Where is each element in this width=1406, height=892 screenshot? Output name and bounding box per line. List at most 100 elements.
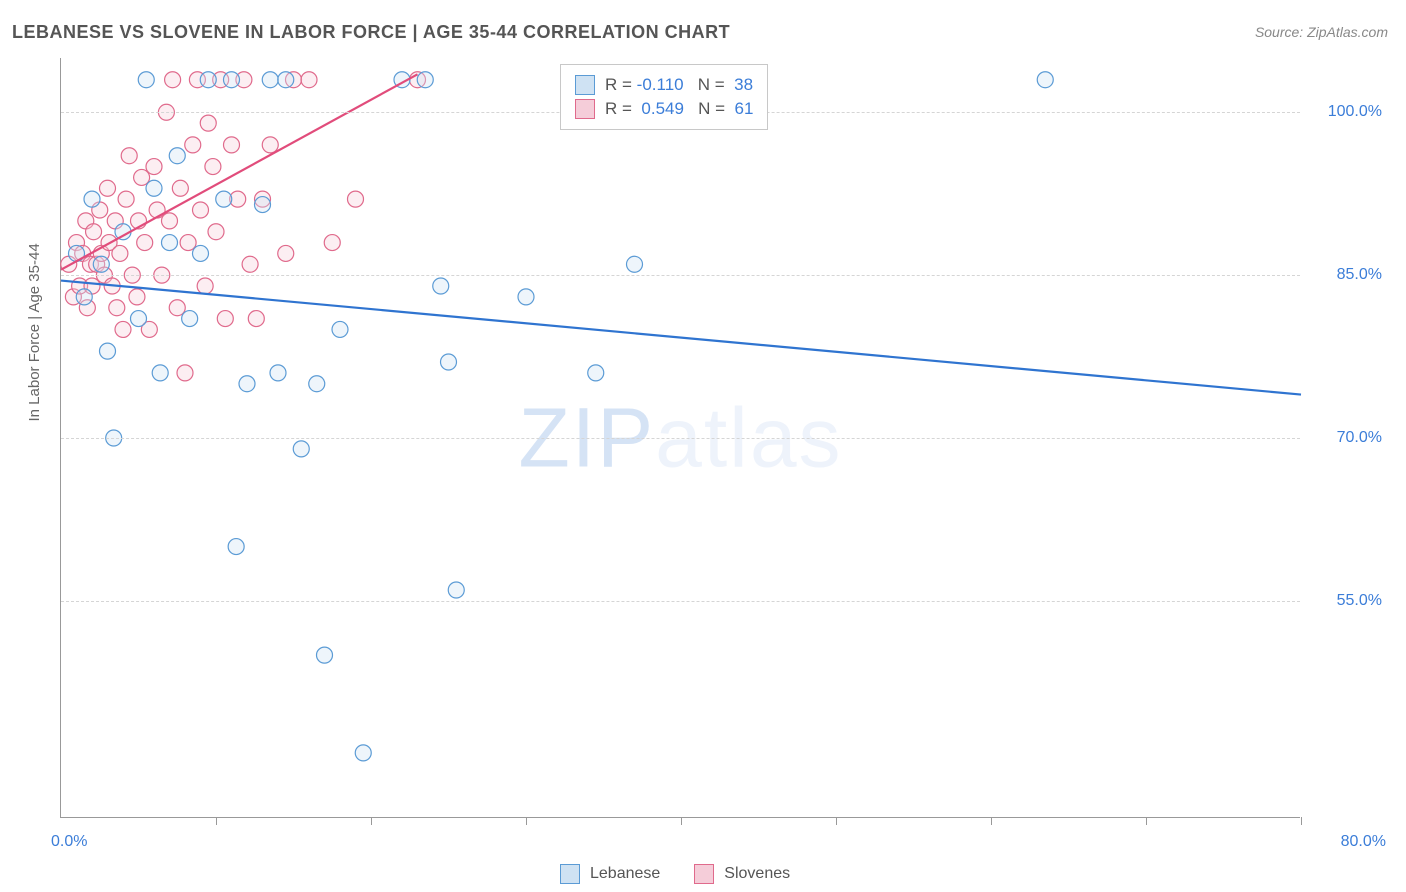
x-tick	[371, 817, 372, 825]
data-point	[115, 321, 131, 337]
data-point	[301, 72, 317, 88]
data-point	[131, 311, 147, 327]
data-point	[138, 72, 154, 88]
data-point	[224, 72, 240, 88]
data-point	[239, 376, 255, 392]
data-point	[242, 256, 258, 272]
data-point	[162, 213, 178, 229]
x-tick	[681, 817, 682, 825]
data-point	[228, 539, 244, 555]
trend-line	[61, 74, 418, 269]
x-tick	[1301, 817, 1302, 825]
data-point	[262, 72, 278, 88]
data-point	[518, 289, 534, 305]
data-point	[112, 245, 128, 261]
y-tick-label: 55.0%	[1308, 592, 1382, 610]
data-point	[118, 191, 134, 207]
correlation-legend: R = -0.110 N = 38 R = 0.549 N = 61	[560, 64, 768, 130]
data-point	[93, 256, 109, 272]
data-point	[137, 235, 153, 251]
data-point	[76, 289, 92, 305]
series-legend: Lebanese Slovenes	[560, 864, 790, 884]
data-point	[172, 180, 188, 196]
data-point	[278, 245, 294, 261]
data-point	[185, 137, 201, 153]
data-point	[197, 278, 213, 294]
data-point	[309, 376, 325, 392]
x-tick	[991, 817, 992, 825]
data-point	[165, 72, 181, 88]
data-point	[317, 647, 333, 663]
data-point	[262, 137, 278, 153]
data-point	[146, 180, 162, 196]
swatch-slovenes-icon	[575, 99, 595, 119]
data-point	[216, 191, 232, 207]
gridline	[61, 601, 1300, 602]
data-point	[193, 202, 209, 218]
data-point	[200, 115, 216, 131]
data-point	[348, 191, 364, 207]
data-point	[109, 300, 125, 316]
data-point	[208, 224, 224, 240]
data-point	[248, 311, 264, 327]
data-point	[169, 148, 185, 164]
data-point	[627, 256, 643, 272]
data-point	[217, 311, 233, 327]
x-tick	[526, 817, 527, 825]
data-point	[129, 289, 145, 305]
gridline	[61, 275, 1300, 276]
data-point	[121, 148, 137, 164]
y-tick-label: 85.0%	[1308, 266, 1382, 284]
legend-label-lebanese: Lebanese	[590, 865, 660, 883]
gridline	[61, 438, 1300, 439]
data-point	[86, 224, 102, 240]
data-point	[205, 159, 221, 175]
data-point	[177, 365, 193, 381]
legend-item-lebanese: Lebanese	[560, 864, 660, 884]
x-tick	[216, 817, 217, 825]
data-point	[100, 180, 116, 196]
data-point	[324, 235, 340, 251]
swatch-slovenes-icon	[694, 864, 714, 884]
data-point	[355, 745, 371, 761]
y-tick-label: 70.0%	[1308, 429, 1382, 447]
data-point	[200, 72, 216, 88]
data-point	[162, 235, 178, 251]
data-point	[433, 278, 449, 294]
y-tick-label: 100.0%	[1308, 103, 1382, 121]
legend-item-slovenes: Slovenes	[694, 864, 790, 884]
y-axis-title: In Labor Force | Age 35-44	[26, 243, 43, 421]
data-point	[270, 365, 286, 381]
data-point	[182, 311, 198, 327]
chart-container: LEBANESE VS SLOVENE IN LABOR FORCE | AGE…	[0, 0, 1406, 892]
data-point	[152, 365, 168, 381]
legend-row-slovenes: R = 0.549 N = 61	[575, 97, 753, 121]
data-point	[417, 72, 433, 88]
x-axis-min-label: 0.0%	[51, 833, 87, 851]
legend-stats-slovenes: R = 0.549 N = 61	[605, 99, 753, 119]
data-point	[278, 72, 294, 88]
x-tick	[836, 817, 837, 825]
data-point	[255, 197, 271, 213]
data-point	[84, 191, 100, 207]
source-attribution: Source: ZipAtlas.com	[1255, 24, 1388, 40]
data-point	[448, 582, 464, 598]
x-axis-max-label: 80.0%	[1341, 833, 1386, 851]
data-point	[224, 137, 240, 153]
swatch-lebanese-icon	[575, 75, 595, 95]
x-tick	[1146, 817, 1147, 825]
data-point	[332, 321, 348, 337]
data-point	[193, 245, 209, 261]
data-point	[441, 354, 457, 370]
chart-title: LEBANESE VS SLOVENE IN LABOR FORCE | AGE…	[12, 22, 730, 43]
data-point	[100, 343, 116, 359]
data-point	[588, 365, 604, 381]
legend-label-slovenes: Slovenes	[724, 865, 790, 883]
data-point	[293, 441, 309, 457]
legend-row-lebanese: R = -0.110 N = 38	[575, 73, 753, 97]
data-point	[146, 159, 162, 175]
data-point	[1037, 72, 1053, 88]
legend-stats-lebanese: R = -0.110 N = 38	[605, 75, 753, 95]
swatch-lebanese-icon	[560, 864, 580, 884]
plot-area: ZIPatlas 0.0% 80.0% 55.0%70.0%85.0%100.0…	[60, 58, 1300, 818]
